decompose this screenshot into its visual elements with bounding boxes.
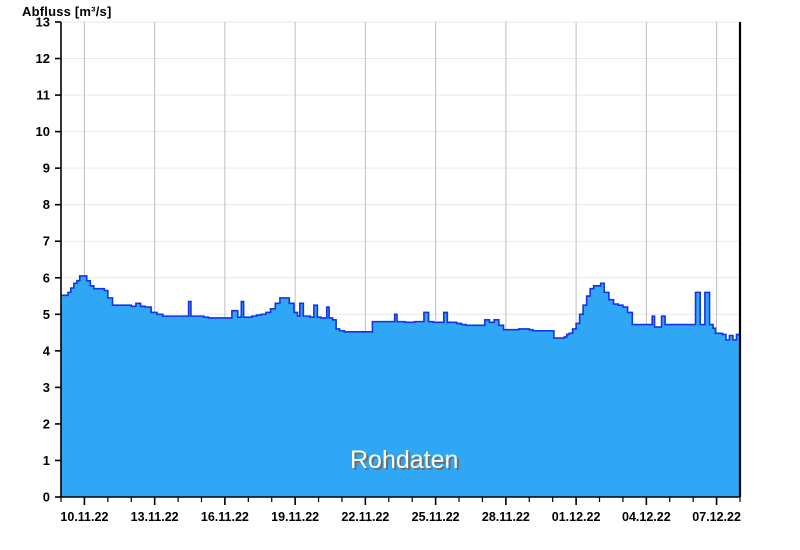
axes (60, 22, 742, 498)
x-tick-label: 04.12.22 (622, 510, 671, 524)
x-tick-label: 10.11.22 (60, 510, 108, 524)
y-tick-label: 8 (43, 197, 50, 212)
discharge-area-fill (61, 275, 740, 497)
y-tick-label: 1 (43, 453, 50, 468)
y-tick-label: 2 (43, 416, 50, 431)
x-tick-label: 25.11.22 (412, 510, 460, 524)
y-tick-label: 7 (43, 234, 50, 249)
y-tick-label: 11 (36, 88, 50, 103)
y-tick-label: 6 (43, 270, 50, 285)
x-tick-label: 07.12.22 (692, 510, 741, 524)
y-tick-label: 0 (43, 490, 50, 505)
y-tick-label: 9 (43, 161, 50, 176)
discharge-outline (61, 275, 741, 341)
x-tick-label: 28.11.22 (482, 510, 530, 524)
y-tick-label: 12 (36, 51, 50, 66)
y-tick-label: 4 (43, 343, 51, 358)
y-tick-label: 10 (36, 124, 50, 139)
watermark-text: Rohdaten (350, 446, 458, 474)
y-tick-label: 13 (36, 15, 50, 30)
x-tick-label: 22.11.22 (341, 510, 389, 524)
watermark: Rohdaten Rohdaten (350, 446, 460, 476)
y-tick-label: 3 (43, 380, 50, 395)
x-axis-ticks: 10.11.22 13.11.22 16.11.22 19.11.22 22.11.22… (60, 497, 741, 524)
y-axis-title: Abfluss [m³/s] (22, 4, 112, 19)
y-tick-label: 5 (43, 307, 50, 322)
x-tick-label: 19.11.22 (271, 510, 319, 524)
watermark-shadow-text: Rohdaten (352, 448, 460, 476)
x-tick-label: 13.11.22 (131, 510, 179, 524)
x-tick-label: 16.11.22 (201, 510, 249, 524)
x-tick-label: 01.12.22 (552, 510, 601, 524)
